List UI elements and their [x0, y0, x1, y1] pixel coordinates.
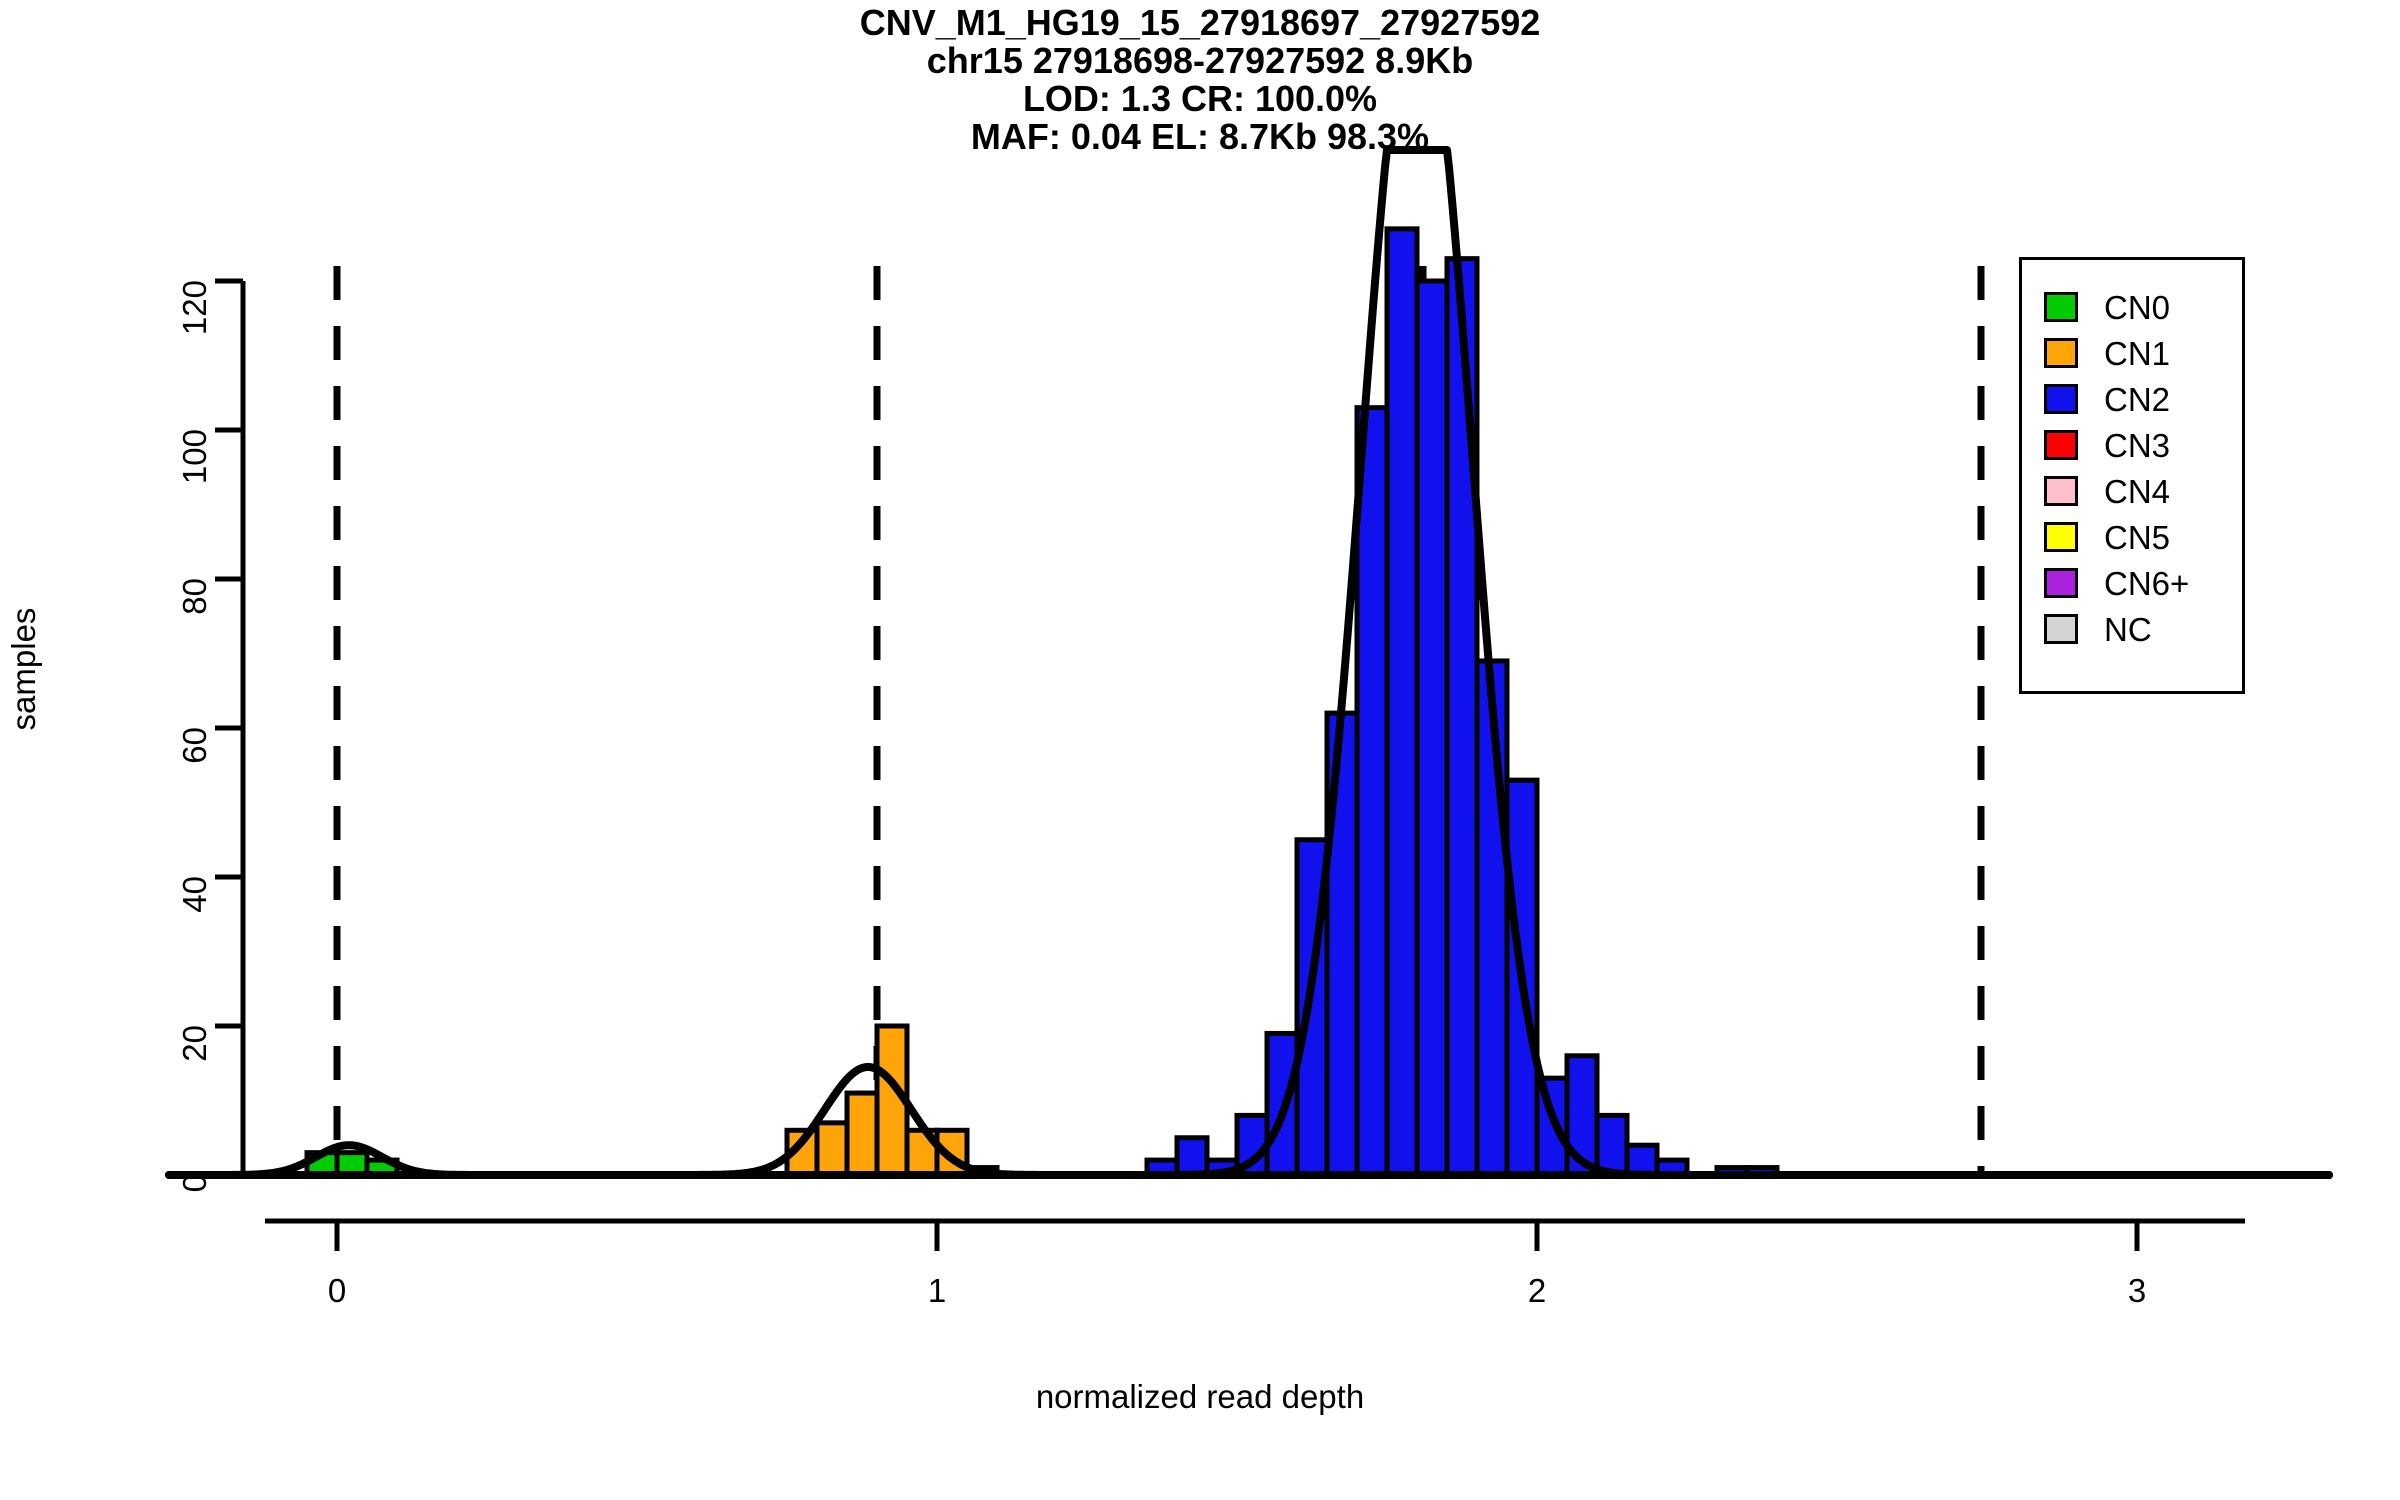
y-axis-tick-label: 120 — [176, 280, 213, 336]
histogram-bar — [1444, 256, 1480, 1178]
legend-item-cn4[interactable]: CN4 — [2022, 468, 2242, 514]
legend-item-cn5[interactable]: CN5 — [2022, 514, 2242, 560]
x-axis-title: normalized read depth — [1035, 1378, 1365, 1415]
legend-label: CN2 — [2104, 380, 2171, 418]
histogram-bar — [1384, 226, 1420, 1178]
legend-item-cn1[interactable]: CN1 — [2022, 330, 2242, 376]
legend-swatch-icon — [2044, 338, 2078, 368]
y-axis-tick-label: 60 — [176, 727, 213, 764]
legend-label: CN1 — [2104, 334, 2171, 372]
legend-swatch-icon — [2044, 568, 2078, 598]
density-curve-CN2 — [165, 146, 2333, 1179]
legend-label: NC — [2104, 610, 2152, 648]
histogram-bar — [1174, 1135, 1210, 1178]
legend-label: CN5 — [2104, 518, 2171, 556]
x-axis-tick-label: 2 — [1527, 1272, 1547, 1309]
x-axis-tick-label: 0 — [327, 1272, 347, 1309]
legend-label: CN4 — [2104, 472, 2171, 510]
legend-item-nc[interactable]: NC — [2022, 606, 2242, 652]
histogram-bar — [844, 1090, 880, 1178]
histogram-bar — [814, 1120, 850, 1178]
histogram-bar — [1354, 405, 1390, 1178]
legend-swatch-icon — [2044, 614, 2078, 644]
legend-swatch-icon — [2044, 384, 2078, 414]
histogram-bar — [1594, 1112, 1630, 1178]
legend-label: CN0 — [2104, 288, 2171, 326]
y-axis-tick-label: 0 — [176, 1174, 213, 1193]
legend-label: CN6+ — [2104, 564, 2190, 602]
y-axis-tick-label: 20 — [176, 1025, 213, 1062]
legend-item-cn3[interactable]: CN3 — [2022, 422, 2242, 468]
legend-item-cn0[interactable]: CN0 — [2022, 284, 2242, 330]
y-axis-tick-label: 80 — [176, 578, 213, 615]
legend-swatch-icon — [2044, 430, 2078, 460]
legend-label: CN3 — [2104, 426, 2171, 464]
legend-swatch-icon — [2044, 292, 2078, 322]
y-axis-tick-label: 100 — [176, 429, 213, 485]
legend-swatch-icon — [2044, 476, 2078, 506]
histogram-bar — [1414, 278, 1450, 1178]
legend-item-cn2[interactable]: CN2 — [2022, 376, 2242, 422]
legend-item-cn6plus[interactable]: CN6+ — [2022, 560, 2242, 606]
y-axis-tick-label: 40 — [176, 876, 213, 913]
x-axis-tick-label: 1 — [927, 1272, 947, 1309]
legend-box: CN0 CN1 CN2 CN3 CN4 CN5 CN6+ NC — [2019, 257, 2245, 694]
x-axis-tick-label: 3 — [2127, 1272, 2147, 1309]
legend-swatch-icon — [2044, 522, 2078, 552]
